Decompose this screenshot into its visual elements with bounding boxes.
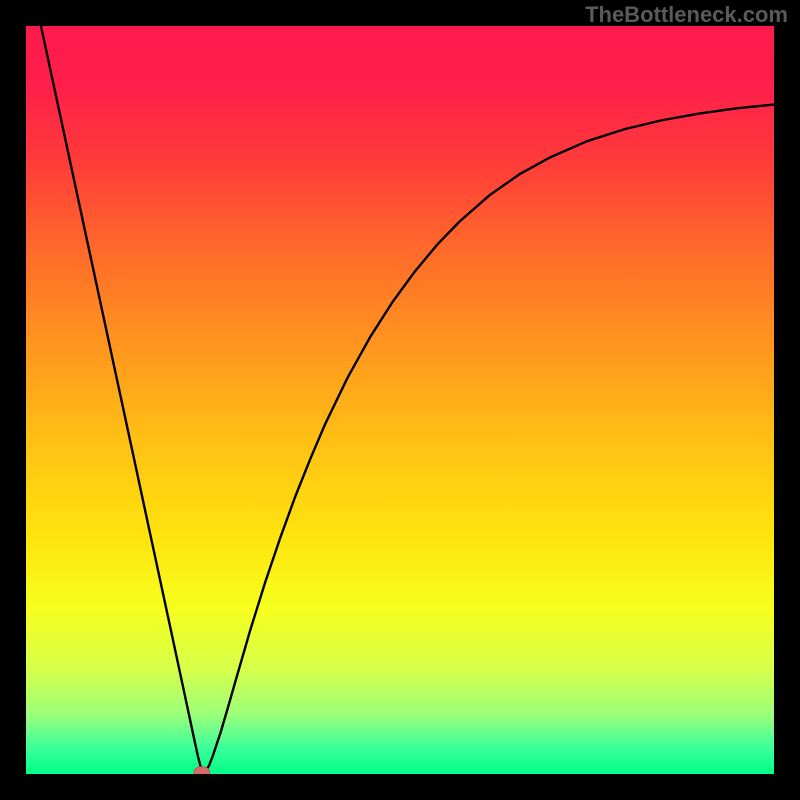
bottleneck-chart <box>0 0 800 800</box>
plot-background <box>26 26 774 774</box>
chart-frame: { "watermark": { "text": "TheBottleneck.… <box>0 0 800 800</box>
watermark-text: TheBottleneck.com <box>585 2 788 28</box>
frame-border <box>0 774 800 800</box>
frame-border <box>774 0 800 800</box>
frame-border <box>0 0 26 800</box>
